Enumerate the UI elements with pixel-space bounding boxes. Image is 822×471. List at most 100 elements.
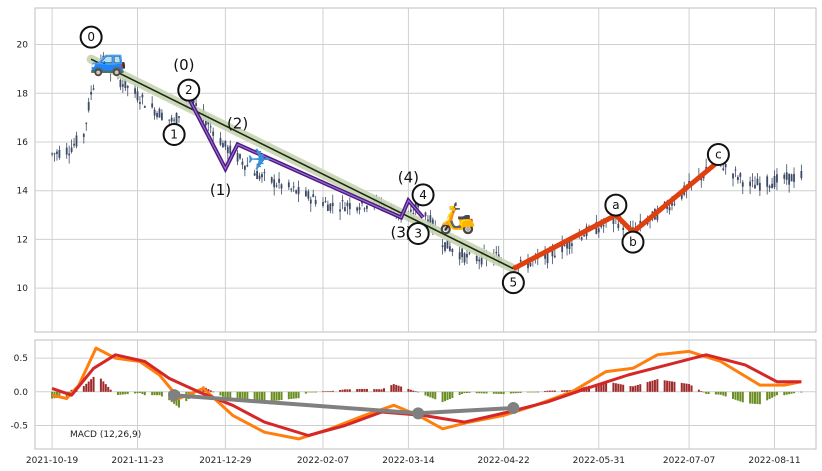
wave-marker-label: 2	[185, 83, 193, 97]
macd-histogram-bar	[361, 388, 364, 392]
divergence-point	[412, 407, 425, 420]
candle-body	[243, 165, 246, 170]
macd-histogram-bar	[287, 391, 290, 400]
macd-y-tick-label: 0.0	[14, 388, 29, 398]
candle-body	[546, 250, 549, 264]
candle-body	[424, 212, 427, 217]
candle-body	[212, 131, 215, 136]
macd-histogram-bar	[358, 389, 361, 392]
macd-histogram-bar	[707, 391, 710, 395]
candle-body	[788, 173, 791, 185]
macd-histogram-bar	[451, 391, 454, 399]
candle-body	[207, 120, 210, 125]
macd-histogram-bar	[595, 383, 598, 392]
price-y-tick-label: 14	[17, 187, 29, 197]
macd-histogram-bar	[646, 382, 649, 392]
macd-histogram-bar	[207, 389, 210, 392]
macd-histogram-bar	[136, 391, 139, 394]
subwave-label: (1)	[210, 181, 231, 199]
macd-histogram-bar	[407, 388, 410, 392]
candle-body	[241, 161, 244, 165]
macd-histogram-bar	[697, 389, 700, 392]
macd-histogram-bar	[304, 391, 307, 394]
macd-histogram-bar	[544, 390, 547, 392]
candle-body	[566, 240, 568, 249]
candle-body	[126, 85, 129, 88]
candle-body	[344, 207, 346, 212]
macd-histogram-bar	[153, 391, 156, 396]
macd-histogram-bar	[736, 391, 739, 401]
candle-body	[156, 113, 158, 117]
car-icon: 🚙	[90, 43, 127, 78]
x-tick-label: 2022-08-11	[748, 456, 800, 466]
candle-body	[246, 164, 249, 167]
candle-body	[256, 170, 258, 179]
macd-histogram-bar	[273, 391, 276, 401]
candle-body	[270, 177, 273, 183]
date-axis: 2021-10-19 2021-11-23 2021-12-29 2022-02-07…	[26, 456, 801, 466]
candle-body	[773, 176, 776, 188]
candle-body	[56, 151, 58, 154]
macd-histogram-bar	[444, 391, 447, 402]
candle-body	[139, 102, 141, 104]
candle-body	[326, 204, 329, 212]
macd-histogram-bar	[475, 391, 478, 394]
candle-body	[444, 242, 446, 251]
macd-histogram-bar	[321, 391, 324, 393]
macd-histogram-bar	[58, 391, 61, 398]
macd-histogram-bar	[141, 391, 144, 395]
macd-histogram-bar	[85, 383, 88, 392]
macd-histogram-bar	[766, 391, 769, 401]
airplane-icon: ✈	[247, 143, 272, 178]
candle-body	[253, 173, 256, 176]
macd-histogram-bar	[783, 391, 786, 396]
candle-body	[495, 251, 498, 254]
subwave-highlight	[188, 97, 424, 219]
candle-body	[92, 88, 95, 90]
macd-histogram-bar	[663, 380, 666, 392]
macd-histogram-bar	[395, 384, 398, 392]
macd-histogram-bar	[343, 389, 346, 392]
candle-body	[680, 192, 683, 199]
macd-histogram-bar	[309, 391, 312, 393]
macd-histogram-bar	[497, 391, 500, 394]
macd-histogram-bar	[536, 391, 539, 393]
macd-histogram-bar	[688, 384, 691, 392]
candle-body	[461, 248, 464, 258]
macd-histogram-bar	[512, 391, 515, 394]
candle-body	[617, 223, 620, 229]
candle-body	[739, 173, 742, 177]
candle-body	[143, 106, 146, 108]
macd-histogram-bar	[143, 391, 146, 396]
macd-histogram-bar	[256, 391, 259, 402]
macd-histogram-bar	[104, 384, 107, 392]
macd-histogram-bar	[109, 389, 112, 392]
divergence-point	[507, 401, 520, 414]
candle-body	[222, 143, 224, 148]
candle-body	[553, 255, 556, 258]
candle-body	[571, 243, 573, 246]
macd-panel: -0.5 0.0 0.5 MACD (12,26,9)	[10, 339, 817, 450]
candle-body	[527, 261, 529, 269]
macd-histogram-bar	[631, 386, 634, 392]
candle-body	[446, 239, 449, 249]
macd-histogram-bar	[683, 383, 686, 392]
macd-histogram-bar	[785, 391, 788, 395]
macd-histogram-bar	[107, 386, 110, 392]
wave-marker-circle	[177, 78, 201, 102]
candle-body	[290, 188, 293, 190]
macd-histogram-bar	[341, 389, 344, 392]
macd-histogram-bar	[622, 384, 625, 392]
macd-histogram-bar	[500, 391, 503, 394]
macd-histogram-bar	[87, 381, 90, 392]
trend-line	[90, 58, 514, 270]
candle-body	[458, 252, 461, 260]
macd-histogram-bar	[324, 391, 327, 392]
candle-body	[785, 172, 788, 180]
candle-body	[136, 91, 139, 101]
macd-histogram-bar	[383, 388, 386, 392]
macd-histogram-bar	[160, 391, 163, 397]
macd-histogram-bar	[483, 391, 486, 394]
macd-histogram-bar	[566, 390, 569, 392]
macd-histogram-bar	[568, 390, 571, 392]
